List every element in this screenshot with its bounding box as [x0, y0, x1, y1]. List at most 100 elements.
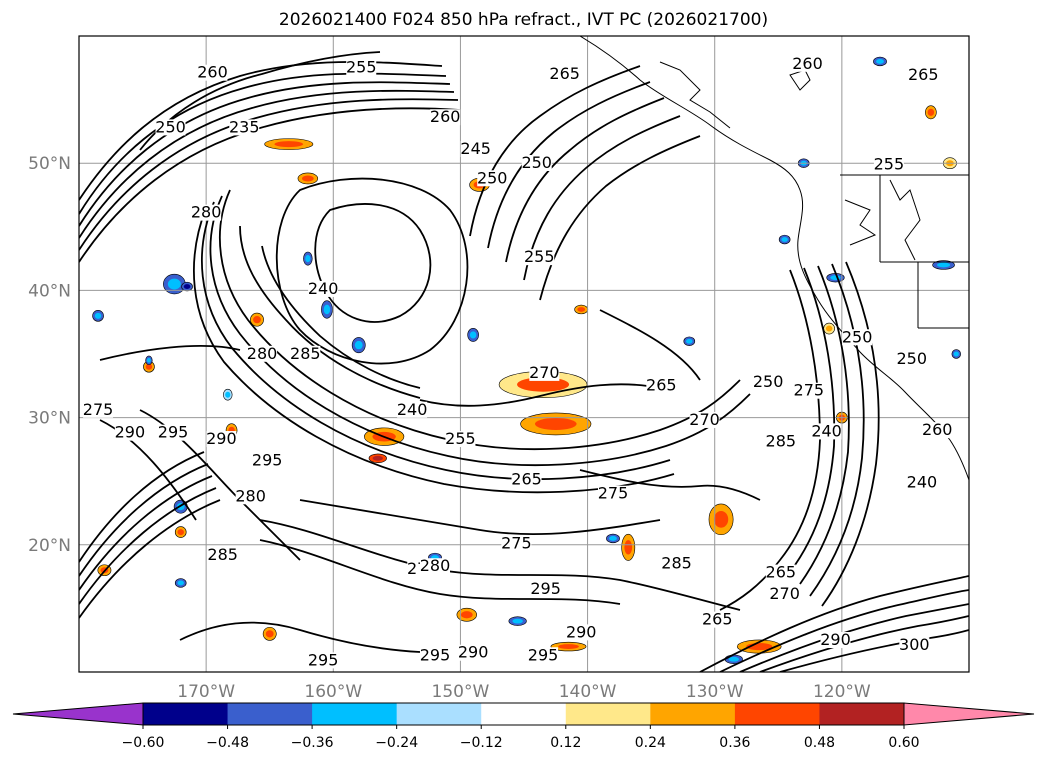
svg-text:250: 250	[897, 349, 928, 368]
lon-tick-label: 170°W	[177, 682, 235, 702]
svg-text:260: 260	[430, 107, 461, 126]
ivt-patch-core	[686, 338, 693, 344]
colorbar-tick-label: −0.36	[291, 735, 334, 751]
svg-text:250: 250	[477, 168, 508, 187]
contour-label: 295	[158, 423, 189, 442]
ivt-patch-core	[183, 284, 191, 289]
colorbar-bin	[734, 703, 820, 725]
ivt-patch-core	[265, 630, 274, 638]
svg-text:285: 285	[661, 554, 692, 573]
svg-text:295: 295	[252, 451, 283, 470]
svg-text:295: 295	[158, 423, 189, 442]
colorbar-bin	[312, 703, 398, 725]
contour-label: 265	[646, 376, 677, 395]
svg-text:290: 290	[458, 643, 489, 662]
svg-text:290: 290	[115, 423, 146, 442]
svg-text:270: 270	[529, 363, 560, 382]
svg-text:285: 285	[766, 432, 797, 451]
svg-text:245: 245	[460, 139, 491, 158]
contour-labels: 260 250 235 260 245 265 255 250 250 255 240 280 280 2…	[83, 54, 953, 670]
contour-label: 275	[83, 400, 114, 419]
colorbar-tick-label: 0.48	[804, 735, 835, 751]
svg-text:290: 290	[820, 630, 851, 649]
svg-text:265: 265	[766, 563, 797, 582]
ivt-patch-core	[469, 331, 477, 339]
svg-text:250: 250	[521, 153, 552, 172]
colorbar-bin	[143, 703, 229, 725]
svg-text:255: 255	[346, 58, 377, 77]
contour-label: 250	[521, 153, 552, 172]
svg-text:260: 260	[922, 420, 953, 439]
colorbar-bin	[481, 703, 567, 725]
contour-label: 260	[430, 107, 461, 126]
latitude-labels: 50°N 40°N 30°N 20°N	[28, 154, 71, 556]
contour-label: 250	[753, 372, 784, 391]
svg-text:280: 280	[235, 486, 266, 505]
contour-label: 290	[820, 630, 851, 649]
contour-label: 290	[206, 429, 237, 448]
contour-label: 295	[252, 451, 283, 470]
svg-text:265: 265	[908, 65, 939, 84]
contour-label: 285	[207, 545, 238, 564]
ivt-patch-core	[253, 316, 261, 324]
lon-tick-label: 160°W	[304, 682, 362, 702]
contour-label: 265	[766, 563, 797, 582]
lat-tick-label: 30°N	[28, 409, 71, 429]
lon-tick-label: 120°W	[813, 682, 871, 702]
ivt-patch-core	[225, 391, 231, 398]
contour-label: 290	[566, 622, 597, 641]
contour-label: 240	[308, 279, 339, 298]
lon-tick-label: 130°W	[686, 682, 744, 702]
contour-label: 275	[598, 484, 629, 503]
svg-text:280: 280	[191, 203, 222, 222]
colorbar: −0.60 −0.48 −0.36 −0.24 −0.12 0.12 0.24 0.36 0.4…	[12, 702, 1035, 751]
contour-label: 285	[766, 432, 797, 451]
contour-label: 270	[689, 410, 720, 429]
contour-label: 285	[290, 344, 321, 363]
svg-text:250: 250	[842, 327, 873, 346]
svg-text:275: 275	[83, 400, 114, 419]
colorbar-frame	[142, 702, 905, 726]
svg-text:250: 250	[155, 117, 186, 136]
svg-text:300: 300	[899, 635, 930, 654]
svg-text:260: 260	[792, 54, 823, 73]
refractivity-contours	[79, 51, 969, 672]
contour-label: 250	[477, 168, 508, 187]
contour-label: 270	[529, 363, 560, 382]
contour-label: 300	[899, 635, 930, 654]
ivt-patch-core	[145, 363, 153, 370]
ivt-patch-core	[953, 351, 959, 357]
contour-label: 260	[197, 63, 228, 82]
map-frame	[78, 35, 970, 673]
colorbar-tick-label: −0.12	[460, 735, 503, 751]
map-title: 2026021400 F024 850 hPa refract., IVT PC…	[278, 10, 769, 30]
ivt-patch-core	[781, 237, 788, 242]
contour-label: 260	[792, 54, 823, 73]
ivt-patch-core	[609, 536, 617, 541]
colorbar-tick-label: 0.36	[719, 735, 750, 751]
svg-text:265: 265	[702, 610, 733, 629]
svg-text:290: 290	[566, 622, 597, 641]
contour-label: 255	[524, 247, 555, 266]
ivt-patch-core	[876, 59, 884, 64]
svg-text:280: 280	[420, 556, 451, 575]
svg-text:250: 250	[753, 372, 784, 391]
contour-label: 250	[155, 117, 186, 136]
ivt-patch-core	[167, 278, 181, 290]
svg-text:240: 240	[811, 421, 842, 440]
lat-tick-label: 40°N	[28, 281, 71, 301]
contour-label: 285	[661, 554, 692, 573]
ivt-patch-core	[728, 656, 739, 662]
colorbar-tick-label: 0.24	[635, 735, 666, 751]
contour-label: 265	[908, 65, 939, 84]
ivt-patch-core	[534, 417, 577, 430]
colorbar-tick-label: −0.60	[122, 735, 165, 751]
ivt-patch-core	[517, 377, 570, 392]
ivt-patch-core	[274, 141, 304, 148]
svg-text:280: 280	[247, 344, 278, 363]
svg-text:255: 255	[445, 429, 476, 448]
ivt-patch-core	[302, 175, 314, 182]
svg-text:270: 270	[689, 410, 720, 429]
longitude-labels: 170°W 160°W 150°W 140°W 130°W 120°W	[177, 682, 871, 702]
